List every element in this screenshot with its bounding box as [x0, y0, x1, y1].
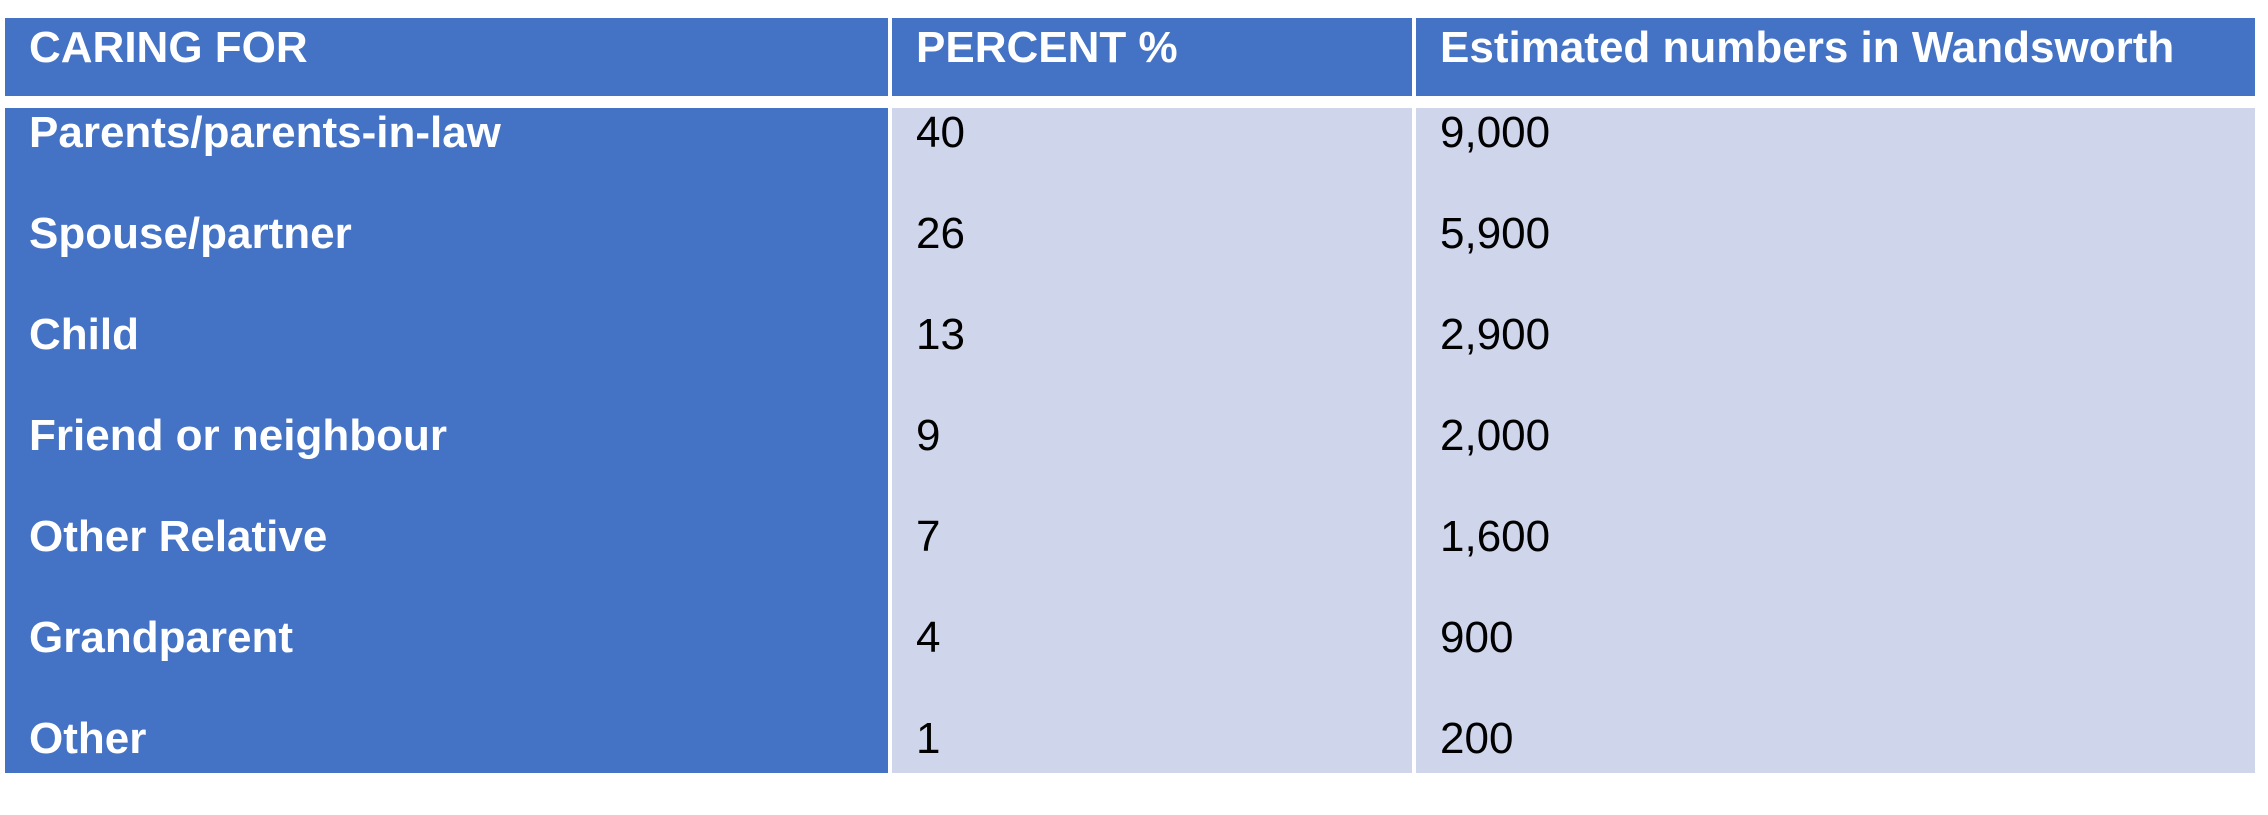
cell-estimate: 200: [1440, 714, 1514, 763]
percent-column: [892, 108, 1412, 773]
cell-percent: 1: [916, 714, 941, 763]
cell-caring-for: Friend or neighbour: [29, 411, 447, 460]
cell-percent: 9: [916, 411, 941, 460]
estimate-column: [1416, 108, 2255, 773]
header-percent: PERCENT %: [892, 18, 1412, 96]
cell-percent: 13: [916, 310, 965, 359]
cell-estimate: 9,000: [1440, 108, 1551, 157]
cell-caring-for: Parents/parents-in-law: [29, 108, 501, 157]
cell-estimate: 2,000: [1440, 411, 1551, 460]
header-divider: [5, 96, 2255, 108]
table-header-row: CARING FOR PERCENT % Estimated numbers i…: [5, 18, 2255, 96]
cell-estimate: 5,900: [1440, 209, 1551, 258]
cell-estimate: 900: [1440, 613, 1514, 662]
cell-caring-for: Child: [29, 310, 139, 359]
header-estimated-numbers: Estimated numbers in Wandsworth: [1416, 18, 2255, 96]
cell-estimate: 1,600: [1440, 512, 1551, 561]
cell-estimate: 2,900: [1440, 310, 1551, 359]
cell-percent: 4: [916, 613, 941, 662]
cell-caring-for: Other Relative: [29, 512, 328, 561]
cell-caring-for: Grandparent: [29, 613, 294, 662]
cell-percent: 26: [916, 209, 965, 258]
table-body: Parents/parents-in-law 40 9,000 Spouse/part…: [5, 108, 2255, 773]
caring-for-table: CARING FOR PERCENT % Estimated numbers i…: [5, 18, 2255, 773]
cell-caring-for: Other: [29, 714, 147, 763]
cell-percent: 7: [916, 512, 941, 561]
caring-for-column: [5, 108, 888, 773]
cell-caring-for: Spouse/partner: [29, 209, 352, 258]
cell-percent: 40: [916, 108, 965, 157]
header-caring-for: CARING FOR: [5, 18, 888, 96]
